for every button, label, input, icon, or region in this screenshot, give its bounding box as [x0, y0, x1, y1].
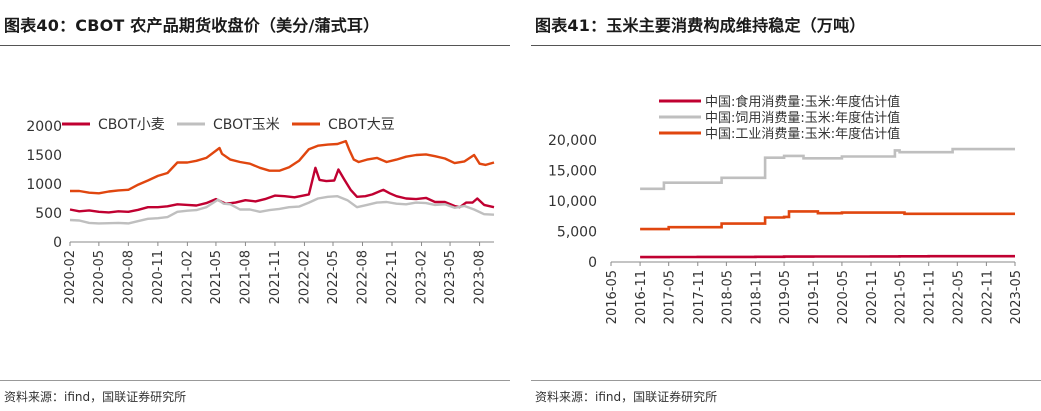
x-tick-label: 2021-08: [238, 250, 253, 304]
x-tick-label: 2022-11: [385, 250, 400, 304]
series-line-1: [69, 195, 495, 225]
source-divider: [531, 380, 1041, 381]
title-divider: [0, 45, 510, 46]
y-tick-label: 0: [53, 235, 62, 251]
x-tick-label: 2016-11: [634, 270, 649, 324]
legend-label: 中国:食用消费量:玉米:年度估计值: [705, 94, 900, 110]
x-tick-label: 2020-05: [836, 270, 851, 324]
y-tick-label: 2000: [26, 119, 62, 135]
x-tick-label: 2021-11: [268, 250, 283, 304]
series-line-2: [70, 139, 495, 195]
x-tick-label: 2023-05: [1009, 270, 1024, 324]
x-tick-label: 2023-05: [443, 250, 458, 304]
series-line-2: [640, 210, 1015, 231]
x-tick-label: 2020-02: [63, 250, 78, 304]
source-divider: [0, 380, 510, 381]
chart-panel-left: 图表40：CBOT 农产品期货收盘价（美分/蒲式耳） 0 500 1000 1500 2…: [0, 0, 510, 411]
x-tick-label: 2017-11: [692, 270, 707, 324]
x-tick-label: 2022-05: [326, 250, 341, 304]
y-tick-label: 500: [35, 206, 62, 222]
x-tick-label: 2022-05: [951, 270, 966, 324]
x-tick-label: 2022-02: [297, 250, 312, 304]
chart-title: 图表40：CBOT 农产品期货收盘价（美分/蒲式耳）: [4, 16, 380, 35]
legend-label: CBOT小麦: [98, 117, 165, 133]
y-tick-label: 1500: [26, 148, 62, 164]
chart-panel-right: 图表41：玉米主要消费构成维持稳定（万吨） 0 5,000 10,000 15,000…: [531, 0, 1041, 411]
price-line-chart: 0 500 1000 1500 2000 2020-02 2020-05 2020-08 202…: [26, 117, 495, 304]
series-line-0: [69, 166, 495, 214]
x-tick-label: 2021-05: [209, 250, 224, 304]
y-tick-label: 0: [588, 255, 597, 271]
x-tick-label: 2022-11: [980, 270, 995, 324]
y-tick-label: 5,000: [557, 225, 597, 241]
x-tick-label: 2022-08: [356, 250, 371, 304]
chart-title: 图表41：玉米主要消费构成维持稳定（万吨）: [535, 16, 866, 35]
x-tick-label: 2020-11: [151, 250, 166, 304]
x-tick-label: 2019-05: [778, 270, 793, 324]
series-line-0: [640, 254, 1015, 259]
x-tick-label: 2023-08: [473, 250, 488, 304]
x-tick-label: 2020-05: [92, 250, 107, 304]
y-tick-label: 1000: [26, 177, 62, 193]
source-note: 资料来源：ifind，国联证券研究所: [535, 390, 718, 404]
x-tick-label: 2021-11: [923, 270, 938, 324]
legend-label: 中国:工业消费量:玉米:年度估计值: [705, 126, 900, 142]
x-tick-label: 2021-02: [180, 250, 195, 304]
x-tick-label: 2020-08: [121, 250, 136, 304]
legend-label: 中国:饲用消费量:玉米:年度估计值: [705, 110, 900, 126]
x-tick-label: 2018-05: [720, 270, 735, 324]
consumption-line-chart: 0 5,000 10,000 15,000 20,000 2016-05 2016-11 20…: [548, 94, 1024, 324]
source-note: 资料来源：ifind，国联证券研究所: [4, 390, 187, 404]
x-tick-label: 2017-05: [663, 270, 678, 324]
series-line-1: [640, 147, 1015, 191]
y-tick-label: 15,000: [548, 164, 597, 180]
x-tick-label: 2020-11: [865, 270, 880, 324]
legend-label: CBOT大豆: [328, 117, 395, 133]
y-tick-label: 20,000: [548, 133, 597, 149]
y-tick-label: 10,000: [548, 194, 597, 210]
x-tick-label: 2021-05: [894, 270, 909, 324]
title-divider: [531, 45, 1041, 46]
legend-label: CBOT玉米: [213, 117, 280, 133]
x-tick-label: 2016-05: [605, 270, 620, 324]
x-tick-label: 2019-11: [807, 270, 822, 324]
x-tick-label: 2023-02: [415, 250, 430, 304]
x-tick-label: 2018-11: [749, 270, 764, 324]
